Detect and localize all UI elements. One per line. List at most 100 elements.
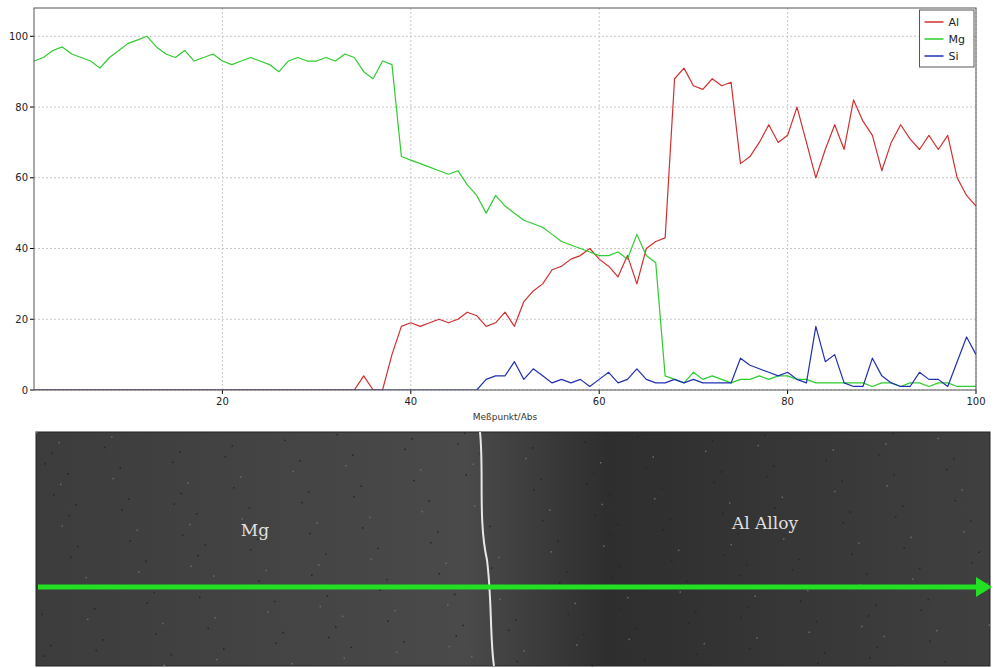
speckle (62, 525, 64, 527)
speckle (620, 608, 622, 610)
speckle (240, 476, 242, 478)
speckle (87, 619, 89, 621)
speckle (291, 663, 293, 665)
speckle (188, 482, 190, 484)
speckle (921, 610, 923, 612)
speckle (371, 558, 373, 560)
speckle (644, 659, 646, 661)
legend-label: Si (949, 50, 959, 63)
speckle (748, 606, 750, 608)
legend-swatch (925, 21, 944, 23)
speckle (653, 456, 655, 458)
speckle (86, 577, 88, 579)
speckle (111, 436, 113, 438)
speckle (843, 522, 845, 524)
speckle (216, 659, 218, 661)
micrograph-label: Mg (241, 520, 269, 540)
speckle (498, 557, 500, 559)
speckle (422, 511, 424, 513)
speckle (471, 656, 473, 658)
speckle (388, 621, 390, 623)
tick-label: 60 (15, 172, 28, 183)
plot-frame (34, 8, 976, 390)
speckle (137, 530, 139, 532)
speckle (525, 458, 527, 460)
speckle (412, 438, 414, 440)
speckle (534, 489, 536, 491)
speckle (491, 567, 493, 569)
series-group (34, 36, 976, 390)
speckle (870, 657, 872, 659)
speckle (809, 632, 811, 634)
series-line (34, 68, 976, 390)
speckle (52, 453, 54, 455)
speckle (875, 605, 877, 607)
speckle (704, 643, 706, 645)
speckle (559, 582, 561, 584)
speckle (912, 578, 914, 580)
speckle (979, 552, 981, 554)
speckle (695, 612, 697, 614)
speckle (602, 504, 604, 506)
tick-label: 20 (216, 396, 229, 407)
speckle (946, 469, 948, 471)
speckle (121, 509, 123, 511)
speckle (130, 540, 132, 542)
legend: AlMgSi (920, 10, 974, 67)
speckle (746, 564, 748, 566)
speckle (800, 600, 802, 602)
speckle (128, 498, 130, 500)
speckle (895, 516, 897, 518)
speckle (661, 487, 663, 489)
speckle (36, 432, 38, 434)
speckle (885, 443, 887, 445)
speckle (490, 526, 492, 528)
speckle (225, 456, 227, 458)
speckle (369, 517, 371, 519)
speckle (911, 537, 913, 539)
speckle (646, 467, 648, 469)
speckle (154, 592, 156, 594)
interface-line (480, 432, 494, 666)
speckle (766, 476, 768, 478)
speckle (463, 625, 465, 627)
tick-label: 80 (15, 102, 28, 113)
speckle (851, 553, 853, 555)
speckle (541, 478, 543, 480)
speckle (687, 581, 689, 583)
speckle (970, 520, 972, 522)
tick (30, 319, 34, 320)
speckle (972, 562, 974, 564)
speckle (42, 614, 44, 616)
speckle (276, 643, 278, 645)
speckle (721, 471, 723, 473)
speckle (945, 661, 947, 663)
tick-label: 40 (404, 396, 417, 407)
speckle (722, 513, 724, 515)
speckle (568, 613, 570, 615)
speckle (171, 654, 173, 656)
scan-arrow (976, 577, 992, 597)
speckle (566, 572, 568, 574)
speckle (405, 449, 407, 451)
speckle (300, 460, 302, 462)
speckle (765, 434, 767, 436)
speckle (311, 575, 313, 577)
speckle (266, 570, 268, 572)
speckle (739, 575, 741, 577)
tick (30, 36, 34, 37)
speckle (396, 652, 398, 654)
grid-line (222, 8, 223, 390)
speckle (189, 524, 191, 526)
legend-swatch (925, 55, 944, 57)
legend-label: Al (949, 16, 960, 29)
speckle (386, 579, 388, 581)
speckle (354, 496, 356, 498)
tick (30, 177, 34, 178)
tick-label: 80 (781, 396, 794, 407)
speckle (583, 634, 585, 636)
legend-swatch (925, 38, 944, 40)
tick (222, 390, 223, 394)
scan-line (38, 585, 978, 590)
speckle (320, 606, 322, 608)
